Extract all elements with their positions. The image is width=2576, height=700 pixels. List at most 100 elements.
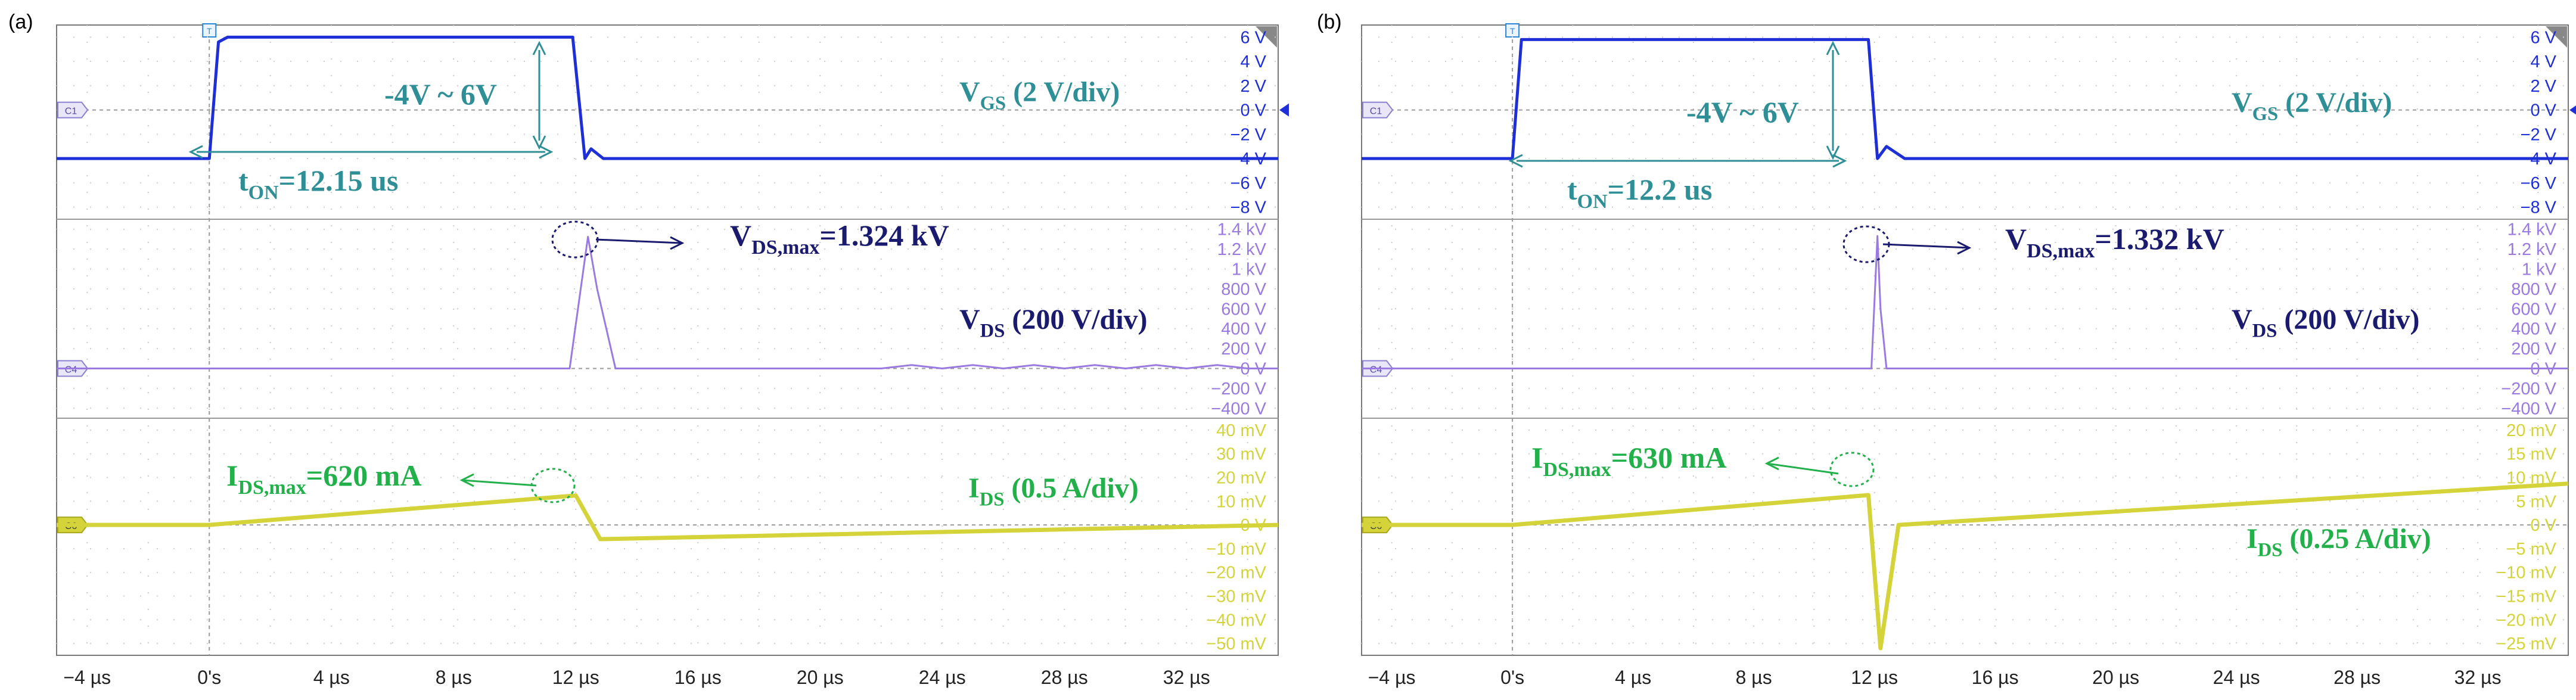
y-tick-label-c4: 1.2 kV [1217,240,1267,259]
vgs-range-label: -4V ~ 6V [1686,95,1799,129]
ids-max-arrow [1766,462,1839,475]
vds-max-label: VDS,max=1.324 kV [730,219,949,259]
channel-label-vgs: VGS (2 V/div) [2232,87,2392,125]
ton-label-sub: ON [1577,191,1608,213]
trigger-marker-icon [202,23,217,38]
y-tick-label-c4: 400 V [1221,320,1266,339]
panel-label: (b) [1317,11,1342,33]
y-tick-label-c4: 400 V [2511,320,2556,339]
x-tick-label: 4 µs [1615,667,1651,688]
vds-max-label-sub: DS,max [2027,240,2095,262]
y-tick-label-c6: 30 mV [1216,445,1266,464]
x-tick-label: 28 µs [1041,667,1088,688]
vds-max-label-main: V [730,219,751,252]
y-tick-label-c4: −200 V [2501,379,2556,399]
channel-label-vgs-sub: GS [980,92,1006,114]
y-tick-label-c1: −6 V [1230,174,1267,193]
y-tick-label-c4: 200 V [2511,340,2556,359]
channel-badge-label: C1 [1370,107,1382,117]
y-tick-label-c6: −25 mV [2496,634,2556,654]
waveform-vgs [57,35,1278,160]
y-tick-label-c4: −400 V [2501,399,2556,418]
x-tick-label: 12 µs [552,667,599,688]
ton-label-rest: =12.2 us [1608,173,1713,206]
y-tick-label-c6: 40 mV [1216,421,1266,440]
waveform-vgs [1362,38,2568,160]
x-tick-label: 4 µs [313,667,350,688]
channel-badge-label: C1 [65,107,77,117]
y-tick-label-c4: 800 V [1221,280,1266,299]
vds-max-label-main: V [2005,222,2027,256]
channel-label-ids-rest: (0.5 A/div) [1004,472,1138,504]
ton-label-main: t [238,164,248,197]
channel-label-vgs-sub: GS [2252,103,2279,125]
vds-max-label: VDS,max=1.332 kV [2005,222,2224,262]
channel-badge-label: C4 [65,365,77,375]
y-tick-label-c6: 20 mV [2506,421,2556,440]
y-tick-label-c6: −50 mV [1206,634,1266,654]
waveform-vds [1362,235,2568,369]
x-tick-label: 16 µs [1972,667,2019,688]
y-tick-label-c4: 1 kV [1232,260,1267,279]
x-tick-label: 32 µs [2454,667,2502,688]
y-tick-label-c4: 600 V [2511,300,2556,319]
y-tick-label-c4: 1 kV [2522,260,2557,279]
y-tick-label-c1: −2 V [1230,125,1267,144]
vds-max-arrow [1882,243,1970,249]
x-tick-label: 0's [1500,667,1524,688]
channel-label-ids-main: I [2246,523,2258,555]
y-tick-label-c6: 0 V [2530,516,2556,535]
channel-badge-label: C4 [1370,365,1382,375]
channel-label-vds-rest: (200 V/div) [1005,304,1147,335]
ids-max-label-sub: DS,max [1543,459,1611,481]
panel-b: (b) T 6 V4 V2 V0 V−2 V−4 V−6 V−8 VC1 VGS (2… [1317,11,2576,688]
y-tick-label-c6: 10 mV [1216,492,1266,511]
waveform-ids [1362,481,2569,651]
ids-max-label-main: I [1531,441,1543,474]
channel-label-ids-rest: (0.25 A/div) [2282,523,2431,555]
arrowhead-icon [1826,41,1840,55]
x-tick-label: 24 µs [2213,667,2260,688]
y-tick-label-c6: 20 mV [1216,469,1266,488]
arrowhead-icon [1764,456,1779,471]
arrowhead-icon [670,236,685,250]
y-tick-label-c1: −8 V [2521,198,2557,217]
plot-frame [1361,24,2569,656]
arrowhead-icon [459,473,474,487]
y-tick-label-c4: −400 V [1211,399,1266,418]
channel-label-vds-main: V [959,304,980,335]
ids-max-marker [1829,452,1875,487]
y-tick-label-c1: 2 V [2530,77,2556,96]
y-tick-label-c6: −30 mV [1206,587,1266,606]
y-tick-label-c1: −6 V [2521,174,2557,193]
x-tick-label: 16 µs [675,667,722,688]
corner-mark-icon [1256,26,1277,48]
y-tick-label-c6: −20 mV [1206,564,1266,583]
channel-label-ids: IDS (0.5 A/div) [968,472,1139,510]
x-tick-label: 32 µs [1163,667,1210,688]
y-tick-label-c1: 4 V [2530,52,2556,71]
x-tick-label: 24 µs [919,667,966,688]
plot-frame [56,24,1279,656]
vgs-range-label: -4V ~ 6V [384,77,497,111]
y-tick-label-c6: −20 mV [2496,611,2556,630]
channel-badge-c1 [1362,101,1394,119]
ids-max-arrow [461,479,537,487]
x-tick-label: 28 µs [2333,667,2381,688]
x-tick-label: −4 µs [63,667,111,688]
channel-label-vgs-main: V [959,76,980,108]
y-tick-label-c1: −8 V [1230,198,1267,217]
ids-max-label-rest: =630 mA [1611,441,1727,474]
ton-label: tON=12.15 us [238,164,398,204]
y-tick-label-c1: 4 V [1240,52,1266,71]
x-tick-label: 0's [197,667,221,688]
y-tick-label-c4: 1.2 kV [2507,240,2557,259]
arrowhead-icon [1957,241,1972,255]
waveform-vds [57,235,1278,369]
channel-label-vds-rest: (200 V/div) [2277,304,2419,335]
y-tick-label-c1: −2 V [2521,125,2557,144]
x-tick-label: 20 µs [2092,667,2139,688]
y-tick-label-c4: 800 V [2511,280,2556,299]
ids-max-label: IDS,max=620 mA [226,459,422,499]
